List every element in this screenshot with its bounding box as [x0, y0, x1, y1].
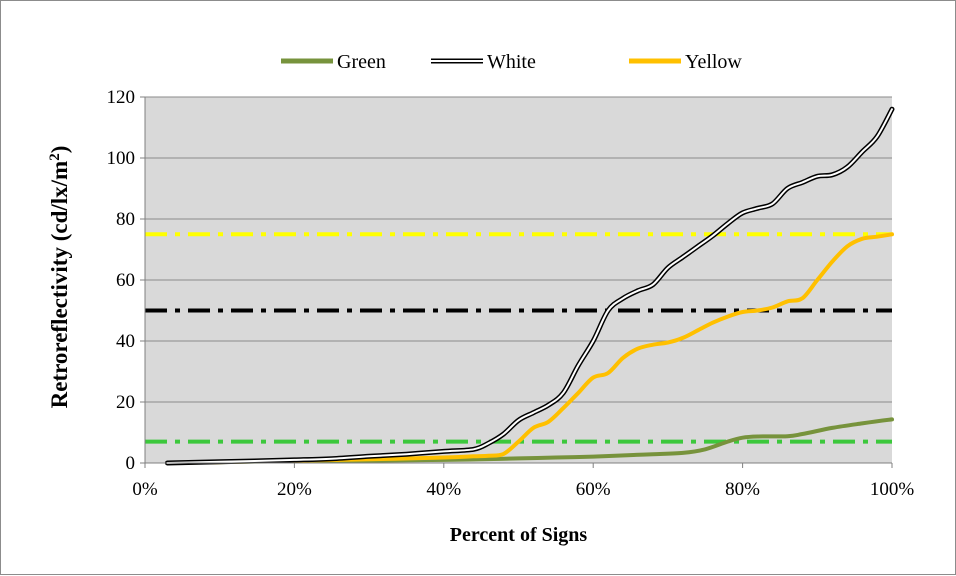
- y-axis-title: Retroreflectivity (cd/lx/m2): [47, 146, 72, 409]
- y-tick-label: 60: [116, 270, 135, 291]
- axes: 0 20 40 60 80 100 120 0% 20% 40% 60% 80% 100%: [107, 87, 915, 500]
- x-tick-label: 0%: [132, 479, 158, 500]
- legend: Green White Yellow: [281, 51, 742, 73]
- x-axis-title: Percent of Signs: [450, 524, 588, 546]
- series-line-white-inner: [166, 108, 893, 464]
- x-tick-label: 80%: [725, 479, 760, 500]
- y-axis-title-superscript: 2: [47, 153, 63, 161]
- legend-label-green: Green: [337, 51, 386, 73]
- x-tick-label: 60%: [576, 479, 611, 500]
- legend-label-yellow: Yellow: [685, 51, 742, 73]
- y-tick-label: 120: [107, 87, 136, 108]
- y-tick-label: 20: [116, 392, 135, 413]
- y-tick-label: 100: [107, 148, 136, 169]
- y-tick-label: 0: [126, 453, 136, 474]
- y-axis-title-close: ): [47, 146, 72, 154]
- legend-label-white: White: [487, 51, 536, 73]
- series-lines: [164, 106, 895, 466]
- gridlines: [145, 96, 892, 403]
- y-tick-label: 40: [116, 331, 135, 352]
- series-line-yellow: [165, 232, 894, 465]
- y-tick-label: 80: [116, 209, 135, 230]
- x-tick-label: 20%: [277, 479, 312, 500]
- x-tick-label: 40%: [426, 479, 461, 500]
- y-axis-title-text: Retroreflectivity (cd/lx/m: [47, 161, 72, 409]
- x-tick-label: 100%: [870, 479, 915, 500]
